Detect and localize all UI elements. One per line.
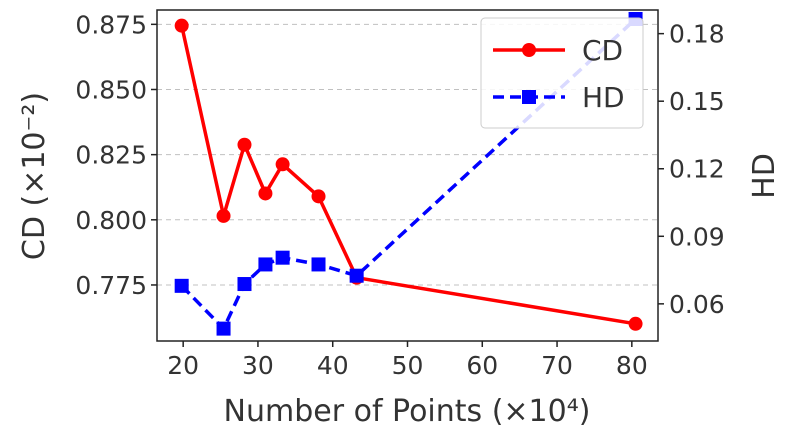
x-tick-label: 50 [392, 351, 424, 380]
y-right-tick-label: 0.06 [669, 290, 725, 319]
legend-box [480, 17, 644, 129]
y-right-tick-label: 0.09 [669, 222, 725, 251]
series-layer [174, 12, 643, 336]
x-tick-label: 70 [541, 351, 573, 380]
x-tick-label: 20 [167, 351, 199, 380]
data-point-cd [258, 186, 273, 201]
y-right-tick-label: 0.18 [669, 20, 725, 49]
x-tick-label: 30 [242, 351, 274, 380]
y-left-tick-label: 0.875 [75, 10, 147, 39]
data-point-cd [311, 189, 326, 204]
y-left-tick-label: 0.850 [75, 75, 147, 104]
axis-ticks: 0.775 0.800 0.825 0.850 0.875 0.06 0.09 0.12 0.1… [75, 10, 724, 380]
legend-marker-cd [522, 43, 536, 57]
x-axis-label: Number of Points (×10⁴) [224, 394, 591, 429]
y-axis-right-label: HD [747, 153, 782, 199]
data-point-cd [237, 137, 252, 152]
y-left-tick-label: 0.825 [75, 141, 147, 170]
data-point-hd [349, 268, 364, 283]
x-tick-label: 40 [317, 351, 349, 380]
data-point-cd [174, 18, 189, 33]
data-point-cd [275, 157, 290, 172]
y-left-tick-label: 0.800 [75, 206, 147, 235]
data-point-hd [275, 250, 290, 265]
legend-marker-hd [522, 90, 536, 104]
data-point-hd [174, 278, 189, 293]
data-point-hd [258, 257, 273, 272]
y-left-tick-label: 0.775 [75, 271, 147, 300]
series-line-cd [179, 25, 636, 326]
data-point-hd [237, 277, 252, 292]
y-right-tick-label: 0.15 [669, 87, 725, 116]
y-right-tick-label: 0.12 [669, 155, 725, 184]
data-point-cd [216, 208, 231, 223]
legend-label-cd: CD [582, 34, 623, 67]
legend: CD HD [480, 17, 644, 129]
legend-label-hd: HD [582, 81, 625, 114]
data-point-cd [628, 316, 643, 331]
data-point-hd [311, 257, 326, 272]
x-tick-label: 60 [466, 351, 498, 380]
x-tick-label: 80 [616, 351, 648, 380]
data-point-hd [216, 321, 231, 336]
y-axis-left-label: CD (×10⁻²) [17, 92, 52, 260]
